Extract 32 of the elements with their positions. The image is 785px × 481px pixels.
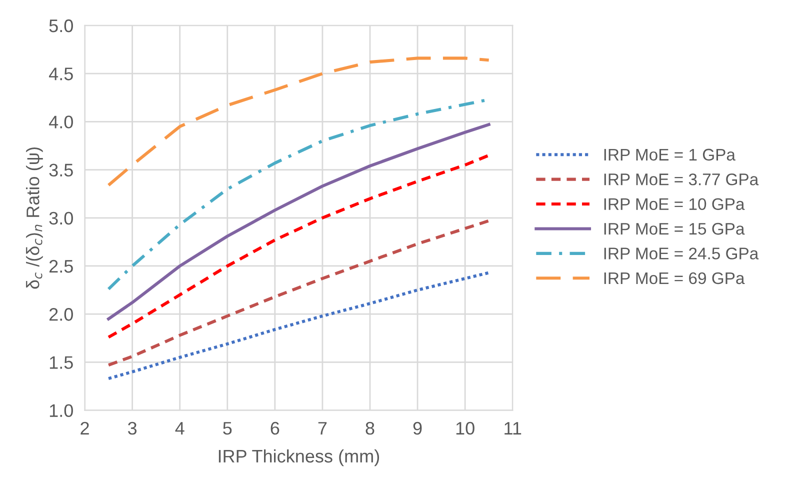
legend-label: IRP MoE = 10 GPa [604, 198, 745, 210]
x-tick-label: 3 [128, 422, 137, 435]
line-series [107, 56, 490, 187]
x-tick-label: 10 [456, 422, 474, 435]
legend-label: IRP MoE = 24.5 GPa [604, 248, 759, 260]
y-tick-label: 3.0 [49, 212, 73, 225]
y-tick-label: 2.5 [49, 260, 73, 273]
y-tick-label: 2.0 [49, 308, 73, 321]
legend-label: IRP MoE = 15 GPa [604, 222, 745, 235]
y-tick-label: 4.5 [48, 68, 73, 80]
x-tick-label: 4 [175, 422, 184, 434]
x-tick-label: 2 [80, 422, 89, 434]
legend-label: IRP MoE = 69 GPa [604, 272, 745, 284]
legend-label: IRP MoE = 1 GPa [604, 148, 736, 161]
x-tick-label: 5 [223, 422, 232, 435]
x-tick-label: 7 [318, 422, 327, 434]
x-axis-title: IRP Thickness (mm) [218, 449, 380, 466]
x-tick-label: 8 [366, 422, 374, 435]
line-series [107, 123, 490, 320]
y-tick-label: 1.0 [50, 404, 73, 418]
x-tick-label: 6 [270, 422, 280, 435]
x-tick-label: 9 [413, 422, 422, 435]
y-tick-label: 1.5 [50, 356, 73, 369]
y-axis-title: δ$_{c}$ /(δ$_{c}$)$_{n}$ Ratio (ψ) [26, 147, 43, 289]
line-series [107, 154, 490, 339]
y-tick-label: 4.0 [48, 116, 73, 128]
y-tick-label: 5.0 [49, 19, 73, 32]
line-series [107, 271, 490, 380]
line-series [107, 219, 490, 367]
legend-label: IRP MoE = 3.77 GPa [604, 174, 759, 186]
y-tick-label: 3.5 [49, 164, 73, 177]
x-tick-label: 11 [504, 422, 522, 434]
